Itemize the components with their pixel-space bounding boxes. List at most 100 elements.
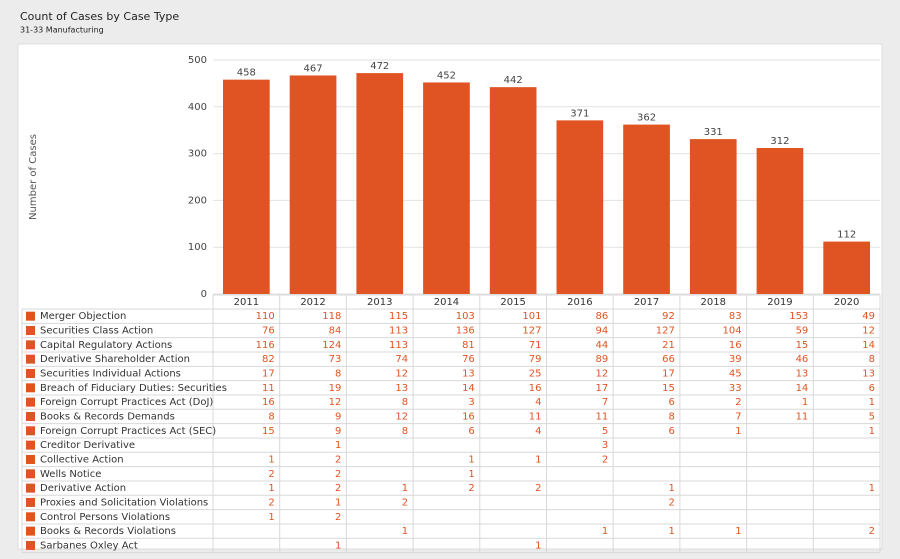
table-cell: 5 <box>602 426 608 437</box>
table-cell: 104 <box>723 325 742 336</box>
table-cell: 1 <box>669 483 675 494</box>
legend-swatch <box>26 483 35 493</box>
table-cell: 103 <box>456 311 475 322</box>
table-cell: 2 <box>869 526 875 537</box>
chart-subtitle: 31-33 Manufacturing <box>20 26 104 35</box>
chart-title: Count of Cases by Case Type <box>20 10 179 23</box>
x-tick-label: 2019 <box>767 297 792 308</box>
table-cell: 113 <box>389 325 408 336</box>
row-label: Capital Regulatory Actions <box>40 340 172 351</box>
table-cell: 21 <box>662 340 675 351</box>
legend-swatch <box>26 426 35 436</box>
x-tick-label: 2017 <box>634 297 659 308</box>
table-cell: 59 <box>796 325 809 336</box>
row-label: Derivative Shareholder Action <box>40 354 190 365</box>
table-cell: 2 <box>535 483 541 494</box>
table-cell: 81 <box>462 340 475 351</box>
table-cell: 9 <box>335 411 341 422</box>
row-label: Securities Individual Actions <box>40 368 181 379</box>
x-tick-label: 2018 <box>701 297 726 308</box>
row-label: Wells Notice <box>40 469 101 480</box>
table-cell: 6 <box>669 397 675 408</box>
bar <box>689 139 737 294</box>
x-tick-label: 2014 <box>434 297 459 308</box>
table-cell: 1 <box>535 454 541 465</box>
row-label: Securities Class Action <box>40 325 153 336</box>
table-cell: 49 <box>862 311 875 322</box>
table-cell: 110 <box>256 311 275 322</box>
y-axis-label: Number of Cases <box>28 134 39 220</box>
table-cell: 92 <box>662 311 675 322</box>
table-cell: 6 <box>869 383 875 394</box>
legend-swatch <box>26 368 35 378</box>
bar <box>556 120 604 294</box>
table-cell: 11 <box>529 411 542 422</box>
table-cell: 8 <box>869 354 875 365</box>
legend-swatch <box>26 540 35 550</box>
table-cell: 2 <box>669 497 675 508</box>
y-tick-label: 100 <box>188 242 207 253</box>
table-cell: 15 <box>796 340 809 351</box>
table-cell: 76 <box>262 325 275 336</box>
x-tick-label: 2016 <box>567 297 592 308</box>
table-cell: 16 <box>462 411 475 422</box>
table-cell: 7 <box>602 397 608 408</box>
row-label: Merger Objection <box>40 311 126 322</box>
table-cell: 12 <box>329 397 342 408</box>
legend-swatch <box>26 454 35 464</box>
table-cell: 25 <box>529 368 542 379</box>
table-cell: 83 <box>729 311 742 322</box>
value-label: 467 <box>304 63 323 74</box>
table-cell: 16 <box>529 383 542 394</box>
table-cell: 16 <box>262 397 275 408</box>
table-cell: 2 <box>402 497 408 508</box>
table-cell: 11 <box>262 383 275 394</box>
x-tick-label: 2020 <box>834 297 859 308</box>
table-cell: 14 <box>462 383 475 394</box>
table-cell: 8 <box>268 411 274 422</box>
table-cell: 1 <box>535 540 541 551</box>
table-cell: 94 <box>595 325 608 336</box>
table-cell: 66 <box>662 354 675 365</box>
table-cell: 1 <box>335 540 341 551</box>
legend-swatch <box>26 383 35 393</box>
table-cell: 1 <box>402 483 408 494</box>
table-cell: 15 <box>262 426 275 437</box>
table-cell: 71 <box>529 340 542 351</box>
table-cell: 13 <box>796 368 809 379</box>
table-cell: 1 <box>468 469 474 480</box>
bar <box>356 73 404 294</box>
table-cell: 2 <box>335 469 341 480</box>
value-label: 371 <box>570 108 589 119</box>
table-cell: 2 <box>468 483 474 494</box>
table-cell: 39 <box>729 354 742 365</box>
table-cell: 153 <box>789 311 808 322</box>
table-cell: 12 <box>395 368 408 379</box>
table-cell: 14 <box>862 340 875 351</box>
table-cell: 3 <box>468 397 474 408</box>
table-cell: 1 <box>268 483 274 494</box>
x-tick-label: 2012 <box>300 297 325 308</box>
table-cell: 44 <box>595 340 608 351</box>
table-cell: 16 <box>729 340 742 351</box>
table-cell: 127 <box>522 325 541 336</box>
table-cell: 4 <box>535 397 541 408</box>
table-cell: 2 <box>335 483 341 494</box>
table-cell: 17 <box>262 368 275 379</box>
row-label: Breach of Fiduciary Duties: Securities <box>40 383 227 394</box>
table-cell: 1 <box>669 526 675 537</box>
x-tick-label: 2015 <box>500 297 525 308</box>
table-cell: 17 <box>662 368 675 379</box>
table-cell: 13 <box>862 368 875 379</box>
y-tick-label: 300 <box>188 149 207 160</box>
table-cell: 11 <box>796 411 809 422</box>
table-cell: 7 <box>735 411 741 422</box>
row-label: Control Persons Violations <box>40 512 170 523</box>
legend-swatch <box>26 311 35 321</box>
bar <box>223 79 270 294</box>
value-label: 458 <box>237 68 256 79</box>
table-cell: 118 <box>322 311 341 322</box>
legend-swatch <box>26 512 35 522</box>
